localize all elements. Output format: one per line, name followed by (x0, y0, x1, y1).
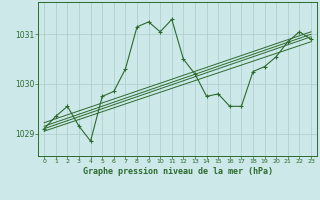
X-axis label: Graphe pression niveau de la mer (hPa): Graphe pression niveau de la mer (hPa) (83, 167, 273, 176)
